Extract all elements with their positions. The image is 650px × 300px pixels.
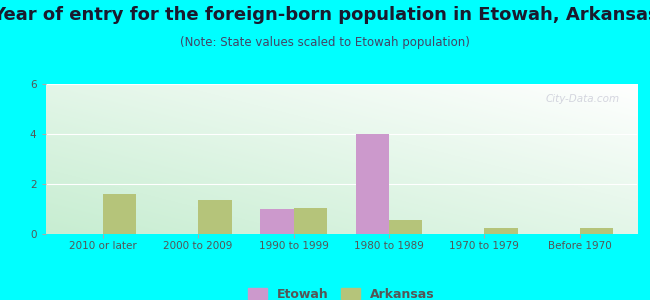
Bar — [389, 220, 422, 234]
Bar — [260, 209, 294, 234]
Bar — [356, 134, 389, 234]
Bar — [294, 208, 327, 234]
Bar — [580, 228, 613, 234]
Text: Year of entry for the foreign-born population in Etowah, Arkansas: Year of entry for the foreign-born popul… — [0, 6, 650, 24]
Bar — [198, 200, 231, 234]
Legend: Etowah, Arkansas: Etowah, Arkansas — [243, 283, 439, 300]
Bar — [484, 228, 518, 234]
Text: City-Data.com: City-Data.com — [545, 94, 619, 104]
Text: (Note: State values scaled to Etowah population): (Note: State values scaled to Etowah pop… — [180, 36, 470, 49]
Bar — [103, 194, 136, 234]
